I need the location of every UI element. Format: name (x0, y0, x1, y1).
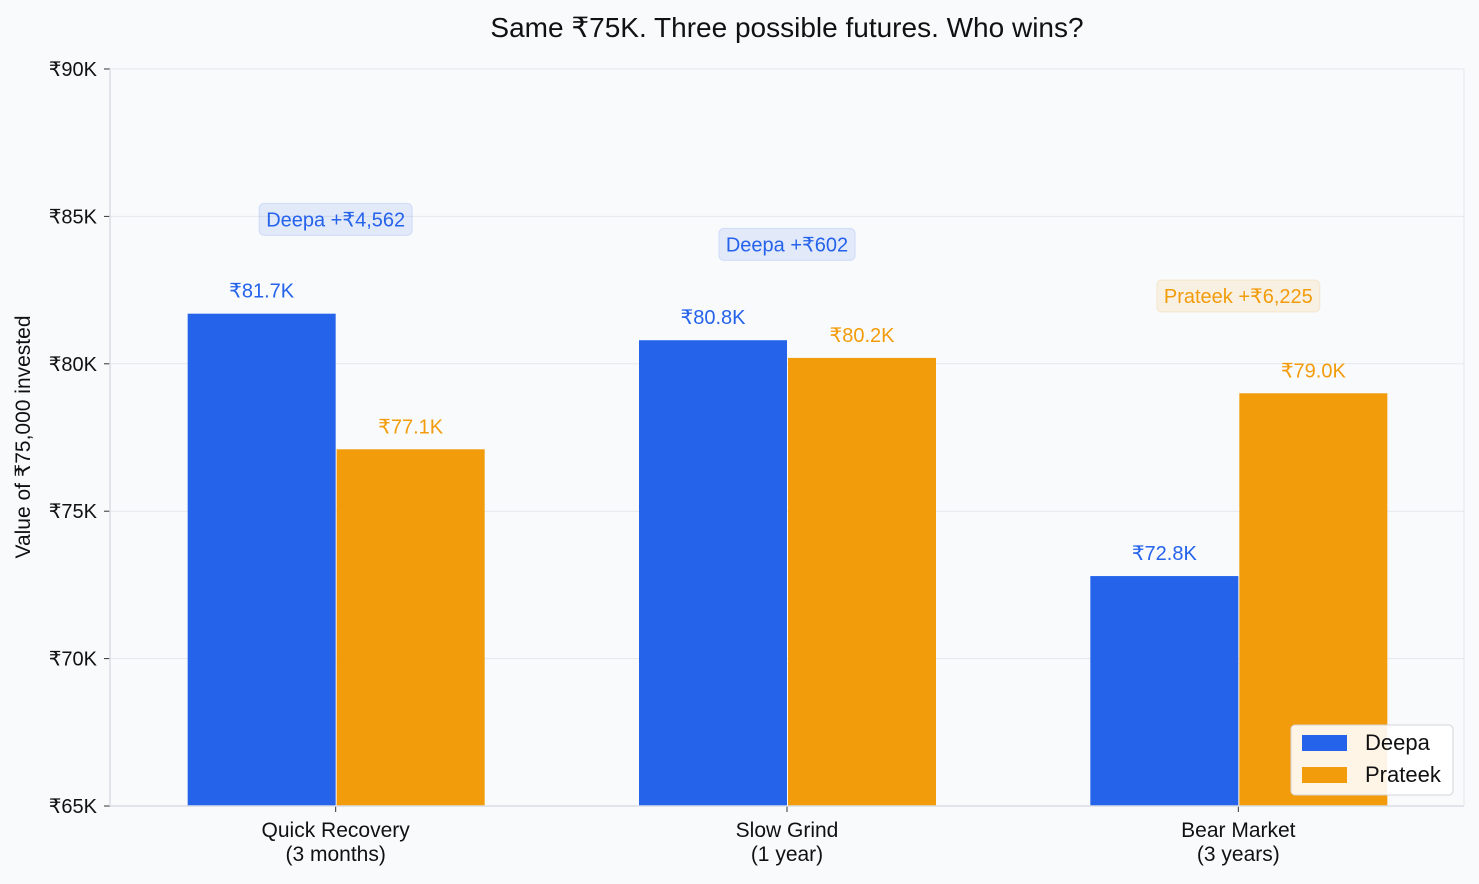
annotation-box (1156, 279, 1321, 313)
bar-value-label: ₹77.1K (378, 416, 444, 438)
value-labels: ₹81.7K ₹77.1K ₹80.8K ₹80.2K ₹72.8K ₹79.0K (229, 281, 1346, 565)
x-tick-label-sub: (1 year) (751, 843, 823, 866)
x-tick-label: Bear Market (1181, 819, 1296, 842)
bar-value-label: ₹80.2K (830, 325, 896, 347)
y-tick-label: ₹75K (49, 501, 98, 523)
x-tick-label-sub: (3 years) (1197, 843, 1280, 866)
bar-deepa (1090, 576, 1239, 806)
chart-title: Same ₹75K. Three possible futures. Who w… (490, 12, 1083, 43)
x-tick-label-sub: (3 months) (285, 843, 385, 866)
legend-swatch-prateek (1302, 767, 1347, 783)
y-tick-label: ₹65K (49, 796, 98, 818)
annotation-text: Prateek +₹6,225 (1164, 286, 1313, 308)
annotation-box (258, 202, 413, 236)
legend-label-deepa: Deepa (1365, 730, 1431, 755)
bar-value-label: ₹80.8K (681, 307, 747, 329)
legend-label-prateek: Prateek (1365, 762, 1442, 787)
x-tick-label: Slow Grind (736, 819, 839, 842)
y-tick-label: ₹80K (49, 354, 98, 376)
bar-prateek (788, 357, 936, 806)
annotation-box (718, 227, 856, 261)
bar-value-label: ₹72.8K (1132, 543, 1198, 565)
bar-prateek (336, 449, 485, 806)
y-tick-label: ₹90K (49, 59, 98, 81)
x-tick-label: Quick Recovery (262, 819, 411, 842)
legend-swatch-deepa (1302, 735, 1347, 751)
annotation-text: Deepa +₹602 (726, 234, 848, 256)
bar-value-label: ₹79.0K (1281, 360, 1347, 382)
winner-annotation: Deepa +₹602 (718, 227, 856, 261)
bar-value-label: ₹81.7K (229, 281, 295, 303)
bars (187, 313, 1388, 806)
winner-annotations: Deepa +₹4,562 Deepa +₹602 Prateek +₹6,225 (258, 202, 1321, 313)
y-axis-label: Value of ₹75,000 invested (12, 316, 35, 559)
bar-deepa (639, 340, 787, 806)
annotation-text: Deepa +₹4,562 (266, 209, 405, 231)
y-tick-label: ₹70K (49, 649, 98, 671)
y-tick-label: ₹85K (49, 206, 98, 228)
winner-annotation: Prateek +₹6,225 (1156, 279, 1321, 313)
legend: Deepa Prateek (1290, 724, 1454, 796)
bar-deepa (187, 313, 336, 806)
winner-annotation: Deepa +₹4,562 (258, 202, 413, 236)
